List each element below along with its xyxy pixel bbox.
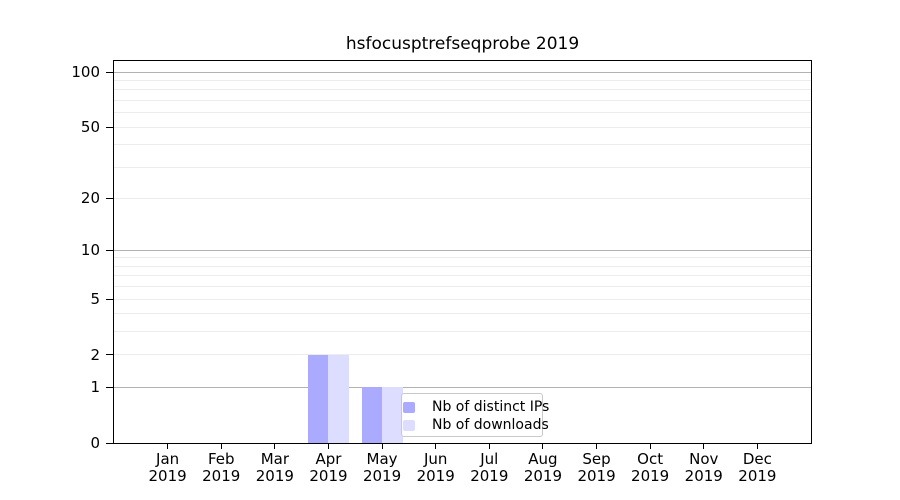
decade-gridline bbox=[114, 249, 811, 251]
x-tick-mark bbox=[542, 444, 544, 449]
x-tick-year: 2019 bbox=[362, 467, 402, 485]
gridlines-layer bbox=[114, 61, 811, 443]
x-tick-month: Jan bbox=[156, 450, 180, 468]
decade-gridline bbox=[114, 386, 811, 388]
minor-gridline bbox=[114, 89, 811, 91]
y-tick-label: 10 bbox=[80, 241, 100, 260]
y-tick-label: 5 bbox=[90, 290, 100, 308]
minor-gridline bbox=[114, 112, 811, 114]
x-tick-month: Sep bbox=[582, 450, 611, 468]
x-tick-year: 2019 bbox=[148, 467, 187, 485]
x-tick-label: Sep 2019 bbox=[568, 451, 626, 485]
x-tick-month: Feb bbox=[207, 450, 235, 468]
x-tick-year: 2019 bbox=[684, 467, 723, 485]
distinct-ips-swatch-icon bbox=[403, 401, 415, 413]
plot-area bbox=[113, 60, 812, 444]
x-tick-label: Oct 2019 bbox=[621, 451, 679, 485]
x-tick-mark bbox=[327, 444, 329, 449]
x-tick-month: May bbox=[366, 450, 398, 468]
y-tick-mark bbox=[106, 197, 113, 199]
x-tick-month: Aug bbox=[528, 450, 558, 468]
y-tick-label: 100 bbox=[71, 63, 100, 82]
x-tick-mark bbox=[756, 444, 758, 449]
x-tick-label: Jun 2019 bbox=[407, 451, 465, 485]
x-tick-mark bbox=[220, 444, 222, 449]
x-tick-label: Mar 2019 bbox=[246, 451, 304, 485]
minor-gridline bbox=[114, 275, 811, 277]
x-tick-mark bbox=[274, 444, 276, 449]
x-tick-label: May 2019 bbox=[353, 451, 411, 485]
x-tick-month: Nov bbox=[689, 450, 719, 468]
decade-gridline bbox=[114, 71, 811, 73]
bar-nb-of-distinct-ips bbox=[307, 354, 329, 443]
x-tick-mark bbox=[167, 444, 169, 449]
x-tick-month: Apr bbox=[315, 450, 342, 468]
minor-gridline bbox=[114, 286, 811, 288]
y-tick-mark bbox=[106, 126, 113, 128]
y-tick-label: 50 bbox=[80, 118, 100, 137]
minor-gridline bbox=[114, 265, 811, 267]
y-tick-mark bbox=[106, 386, 113, 388]
y-tick-mark bbox=[106, 249, 113, 251]
minor-gridline bbox=[114, 354, 811, 356]
legend-label-distinct-ips: Nb of distinct IPs bbox=[432, 399, 550, 415]
x-tick-month: Dec bbox=[742, 450, 772, 468]
legend-item-distinct-ips: Nb of distinct IPs bbox=[402, 398, 549, 416]
y-tick-mark bbox=[106, 354, 113, 356]
minor-gridline bbox=[114, 144, 811, 146]
legend-item-downloads: Nb of downloads bbox=[402, 416, 549, 434]
bar-nb-of-downloads bbox=[328, 354, 349, 443]
x-tick-mark bbox=[435, 444, 437, 449]
minor-gridline bbox=[114, 197, 811, 199]
minor-gridline bbox=[114, 80, 811, 82]
x-tick-year: 2019 bbox=[738, 467, 777, 485]
x-tick-mark bbox=[488, 444, 490, 449]
minor-gridline bbox=[114, 313, 811, 315]
x-tick-label: Feb 2019 bbox=[192, 451, 250, 485]
x-tick-mark bbox=[381, 444, 383, 449]
y-tick-mark bbox=[106, 71, 113, 73]
chart-title: hsfocusptrefseqprobe 2019 bbox=[345, 34, 580, 54]
y-tick-mark bbox=[106, 298, 113, 300]
x-tick-year: 2019 bbox=[470, 467, 509, 485]
x-tick-mark bbox=[703, 444, 705, 449]
bars-layer bbox=[114, 61, 811, 443]
y-tick-label: 20 bbox=[80, 189, 100, 208]
x-tick-year: 2019 bbox=[309, 467, 348, 485]
x-tick-month: Oct bbox=[637, 450, 664, 468]
x-tick-year: 2019 bbox=[577, 467, 616, 485]
minor-gridline bbox=[114, 166, 811, 168]
x-tick-year: 2019 bbox=[255, 467, 294, 485]
minor-gridline bbox=[114, 126, 811, 128]
y-tick-label: 0 bbox=[90, 434, 100, 452]
x-tick-year: 2019 bbox=[631, 467, 670, 485]
y-tick-mark bbox=[106, 442, 113, 444]
x-tick-label: Dec 2019 bbox=[728, 451, 786, 485]
y-tick-label: 2 bbox=[90, 345, 100, 364]
y-tick-label: 1 bbox=[90, 378, 100, 397]
x-tick-label: Apr 2019 bbox=[299, 451, 357, 485]
bar-nb-of-downloads bbox=[382, 387, 403, 443]
bar-nb-of-distinct-ips bbox=[361, 387, 383, 443]
minor-gridline bbox=[114, 257, 811, 259]
x-tick-mark bbox=[649, 444, 651, 449]
x-tick-label: Jul 2019 bbox=[460, 451, 518, 485]
x-tick-year: 2019 bbox=[202, 467, 241, 485]
minor-gridline bbox=[114, 331, 811, 333]
x-tick-month: Jul bbox=[480, 450, 499, 468]
x-tick-year: 2019 bbox=[416, 467, 455, 485]
x-tick-month: Mar bbox=[260, 450, 289, 468]
x-tick-label: Nov 2019 bbox=[675, 451, 733, 485]
downloads-swatch-icon bbox=[403, 419, 415, 431]
x-tick-mark bbox=[596, 444, 598, 449]
x-tick-month: Jun bbox=[423, 450, 448, 468]
minor-gridline bbox=[114, 99, 811, 101]
x-tick-year: 2019 bbox=[523, 467, 563, 485]
legend-label-downloads: Nb of downloads bbox=[432, 417, 549, 433]
minor-gridline bbox=[114, 298, 811, 300]
x-tick-label: Jan 2019 bbox=[139, 451, 197, 485]
x-tick-label: Aug 2019 bbox=[514, 451, 572, 485]
legend: Nb of distinct IPs Nb of downloads bbox=[401, 393, 549, 437]
